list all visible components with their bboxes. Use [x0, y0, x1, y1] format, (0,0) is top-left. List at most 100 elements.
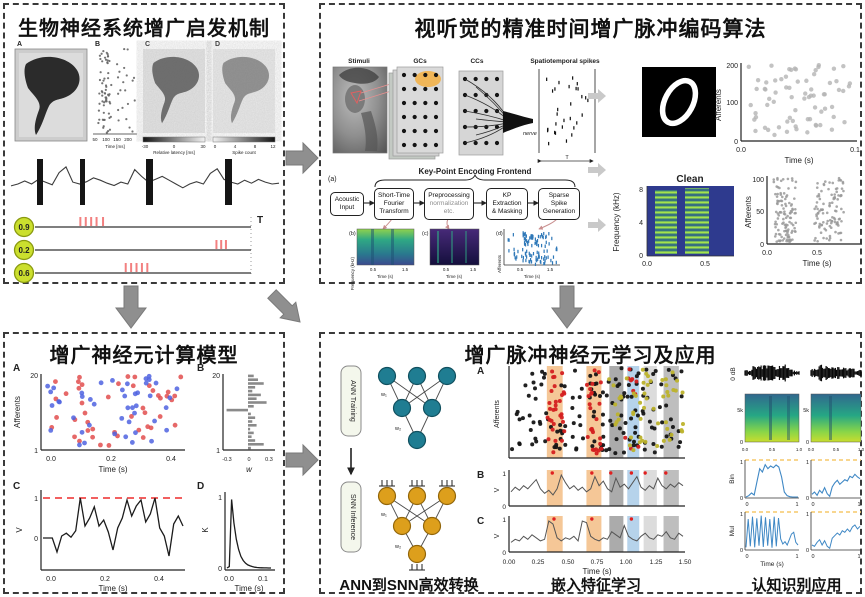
clean-raster-points [772, 176, 845, 243]
svg-text:1: 1 [857, 554, 860, 560]
arrow-bio-to-learn-diagonal [267, 289, 301, 323]
kp-spike-dots [507, 231, 558, 267]
weights-histogram-plot: B 20 1 -0.3 0 0.3 w [197, 363, 275, 474]
svg-text:0: 0 [639, 253, 643, 260]
svg-text:1.5: 1.5 [547, 267, 554, 272]
rate-row: 0.9 [13, 216, 251, 238]
visual-raster-ylabel: Afferents [714, 89, 723, 121]
mnist-digit-zero [642, 67, 716, 137]
clean-raster-ylabel: Afferents [744, 196, 753, 228]
stft-spectrogram [356, 228, 415, 266]
svg-text:0: 0 [806, 548, 809, 554]
svg-text:20: 20 [30, 373, 38, 380]
svg-text:0: 0 [218, 566, 222, 573]
kernel-ylabel: K [201, 527, 210, 533]
frontend-title: Key-Point Encoding Frontend [419, 167, 532, 176]
svg-text:1.5: 1.5 [470, 267, 477, 272]
rate-value: 0.6 [18, 269, 30, 278]
spike-kernel-plot: D 1 0 K 0.0 0.1 Time (s) [197, 481, 275, 593]
kernel-xlabel: Time (s) [234, 584, 263, 593]
rate-value: 0.9 [18, 223, 30, 232]
svg-text:1: 1 [740, 512, 743, 518]
arrow-bio-to-neuron [115, 285, 147, 329]
audio-waveform-left [744, 364, 800, 382]
membrane-c-xlabel: Time (s) [582, 567, 611, 576]
fig-b-label: B [95, 41, 100, 48]
arrow-neuron-to-learn [285, 443, 319, 477]
rate-circle [13, 239, 35, 261]
panel-encode-title: 视听觉的精准时间增广脉冲编码算法 [414, 18, 767, 41]
clean-spectrogram-plot: Clean Frequency (kHz) 8 4 0 0.0 0.5 [612, 174, 734, 268]
svg-text:0: 0 [806, 440, 809, 446]
caption-ann-to-snn: ANN到SNN高效转换 [339, 577, 479, 594]
arrow-encode-to-learn [551, 285, 583, 329]
svg-text:1.5: 1.5 [402, 267, 409, 272]
svg-text:100: 100 [726, 100, 738, 107]
svg-text:0.4: 0.4 [166, 456, 176, 463]
svg-text:0.0: 0.0 [736, 147, 746, 154]
nerve-funnel [503, 111, 533, 133]
svg-text:0.5: 0.5 [517, 267, 524, 272]
svg-text:1: 1 [740, 460, 743, 466]
time-label: Time (s) [760, 561, 784, 568]
svg-text:0: 0 [745, 554, 748, 560]
fig-a-label: A [17, 41, 22, 48]
subplot-c-label: C [13, 481, 20, 492]
flow-box-preprocessing: Preprocessing normalization etc. [424, 188, 474, 220]
svg-text:0: 0 [214, 144, 217, 149]
svg-text:0.0: 0.0 [46, 576, 56, 583]
svg-text:8: 8 [254, 144, 257, 149]
pointer-arrows [382, 218, 558, 230]
clean-ylabel: Frequency (kHz) [612, 192, 621, 251]
fig-b-xlabel: Time [ms] [105, 144, 125, 149]
svg-text:1: 1 [218, 495, 222, 502]
flow-box-kp-extraction: KP Extraction & Masking [486, 188, 528, 220]
gcs-cell-dots [401, 72, 439, 148]
svg-text:Afferents: Afferents [497, 254, 502, 273]
svg-text:0: 0 [247, 457, 250, 463]
fig-c-caption: Relative latency [ms] [153, 150, 195, 155]
flow-box-stft: Short-Time Fourier Transform [374, 188, 414, 220]
spike-ticks [215, 240, 227, 249]
svg-text:100: 100 [102, 137, 110, 142]
svg-text:0: 0 [806, 496, 809, 502]
learn-a-label: A [477, 366, 484, 377]
panel-neuron-title: 增广神经元计算模型 [49, 345, 239, 367]
input-spike-trains [379, 480, 455, 487]
svg-text:0: 0 [811, 554, 814, 560]
spike-ticks [79, 217, 105, 226]
panel-bio-mechanism: 生物神经系统增广启发机制 A B 50 100 150 200 Time [ms… [3, 3, 285, 284]
svg-text:1: 1 [795, 502, 798, 508]
caption-feature-learning: 嵌入特征学习 [550, 577, 641, 594]
ann-nodes [377, 366, 457, 450]
fish-spike-raster-points [97, 47, 136, 134]
weights-xlabel: w [246, 465, 253, 474]
learn-raster-ylabel: Afferents [494, 400, 501, 428]
svg-text:0: 0 [502, 504, 506, 511]
mul-trace-left [745, 515, 799, 548]
svg-text:1: 1 [34, 496, 38, 503]
membrane-xlabel: Time (s) [98, 584, 127, 593]
membrane-b-ylabel: V [494, 487, 501, 492]
neuron-raster-plot: A 20 1 Afferents 0.0 0.2 0.4 Time (s) [13, 363, 185, 474]
learn-c-label: C [477, 516, 484, 527]
bin-label: Bin [729, 474, 736, 484]
nerve-label: nerve [523, 131, 537, 137]
svg-text:w₂: w₂ [394, 544, 401, 550]
frontend-flowchart: (a) Key-Point Encoding Frontend (b) Freq… [328, 167, 576, 290]
svg-text:Time (s): Time (s) [377, 274, 394, 279]
membrane-c-trace [510, 520, 684, 543]
frontend-brace [374, 173, 576, 188]
membrane-c-plot: C 1 0 V 0.00 0.25 0.50 0.75 1.00 1.25 1.… [477, 516, 692, 576]
svg-text:0.00: 0.00 [503, 559, 516, 566]
neuron-raster-xlabel: Time (s) [98, 465, 127, 474]
t-span-label: T [565, 155, 569, 161]
panel-learn-title: 增广脉冲神经元学习及应用 [464, 345, 717, 367]
kernel-trace [226, 499, 271, 569]
rate-row: 0.6 [13, 262, 251, 284]
panel-learning-application: 增广脉冲神经元学习及应用 ANN Training w₁ w₂ SNN Infe… [319, 332, 865, 594]
svg-text:0.0: 0.0 [742, 447, 749, 452]
mul-label: Mul [729, 525, 736, 536]
neuron-raster-ylabel: Afferents [13, 396, 22, 428]
